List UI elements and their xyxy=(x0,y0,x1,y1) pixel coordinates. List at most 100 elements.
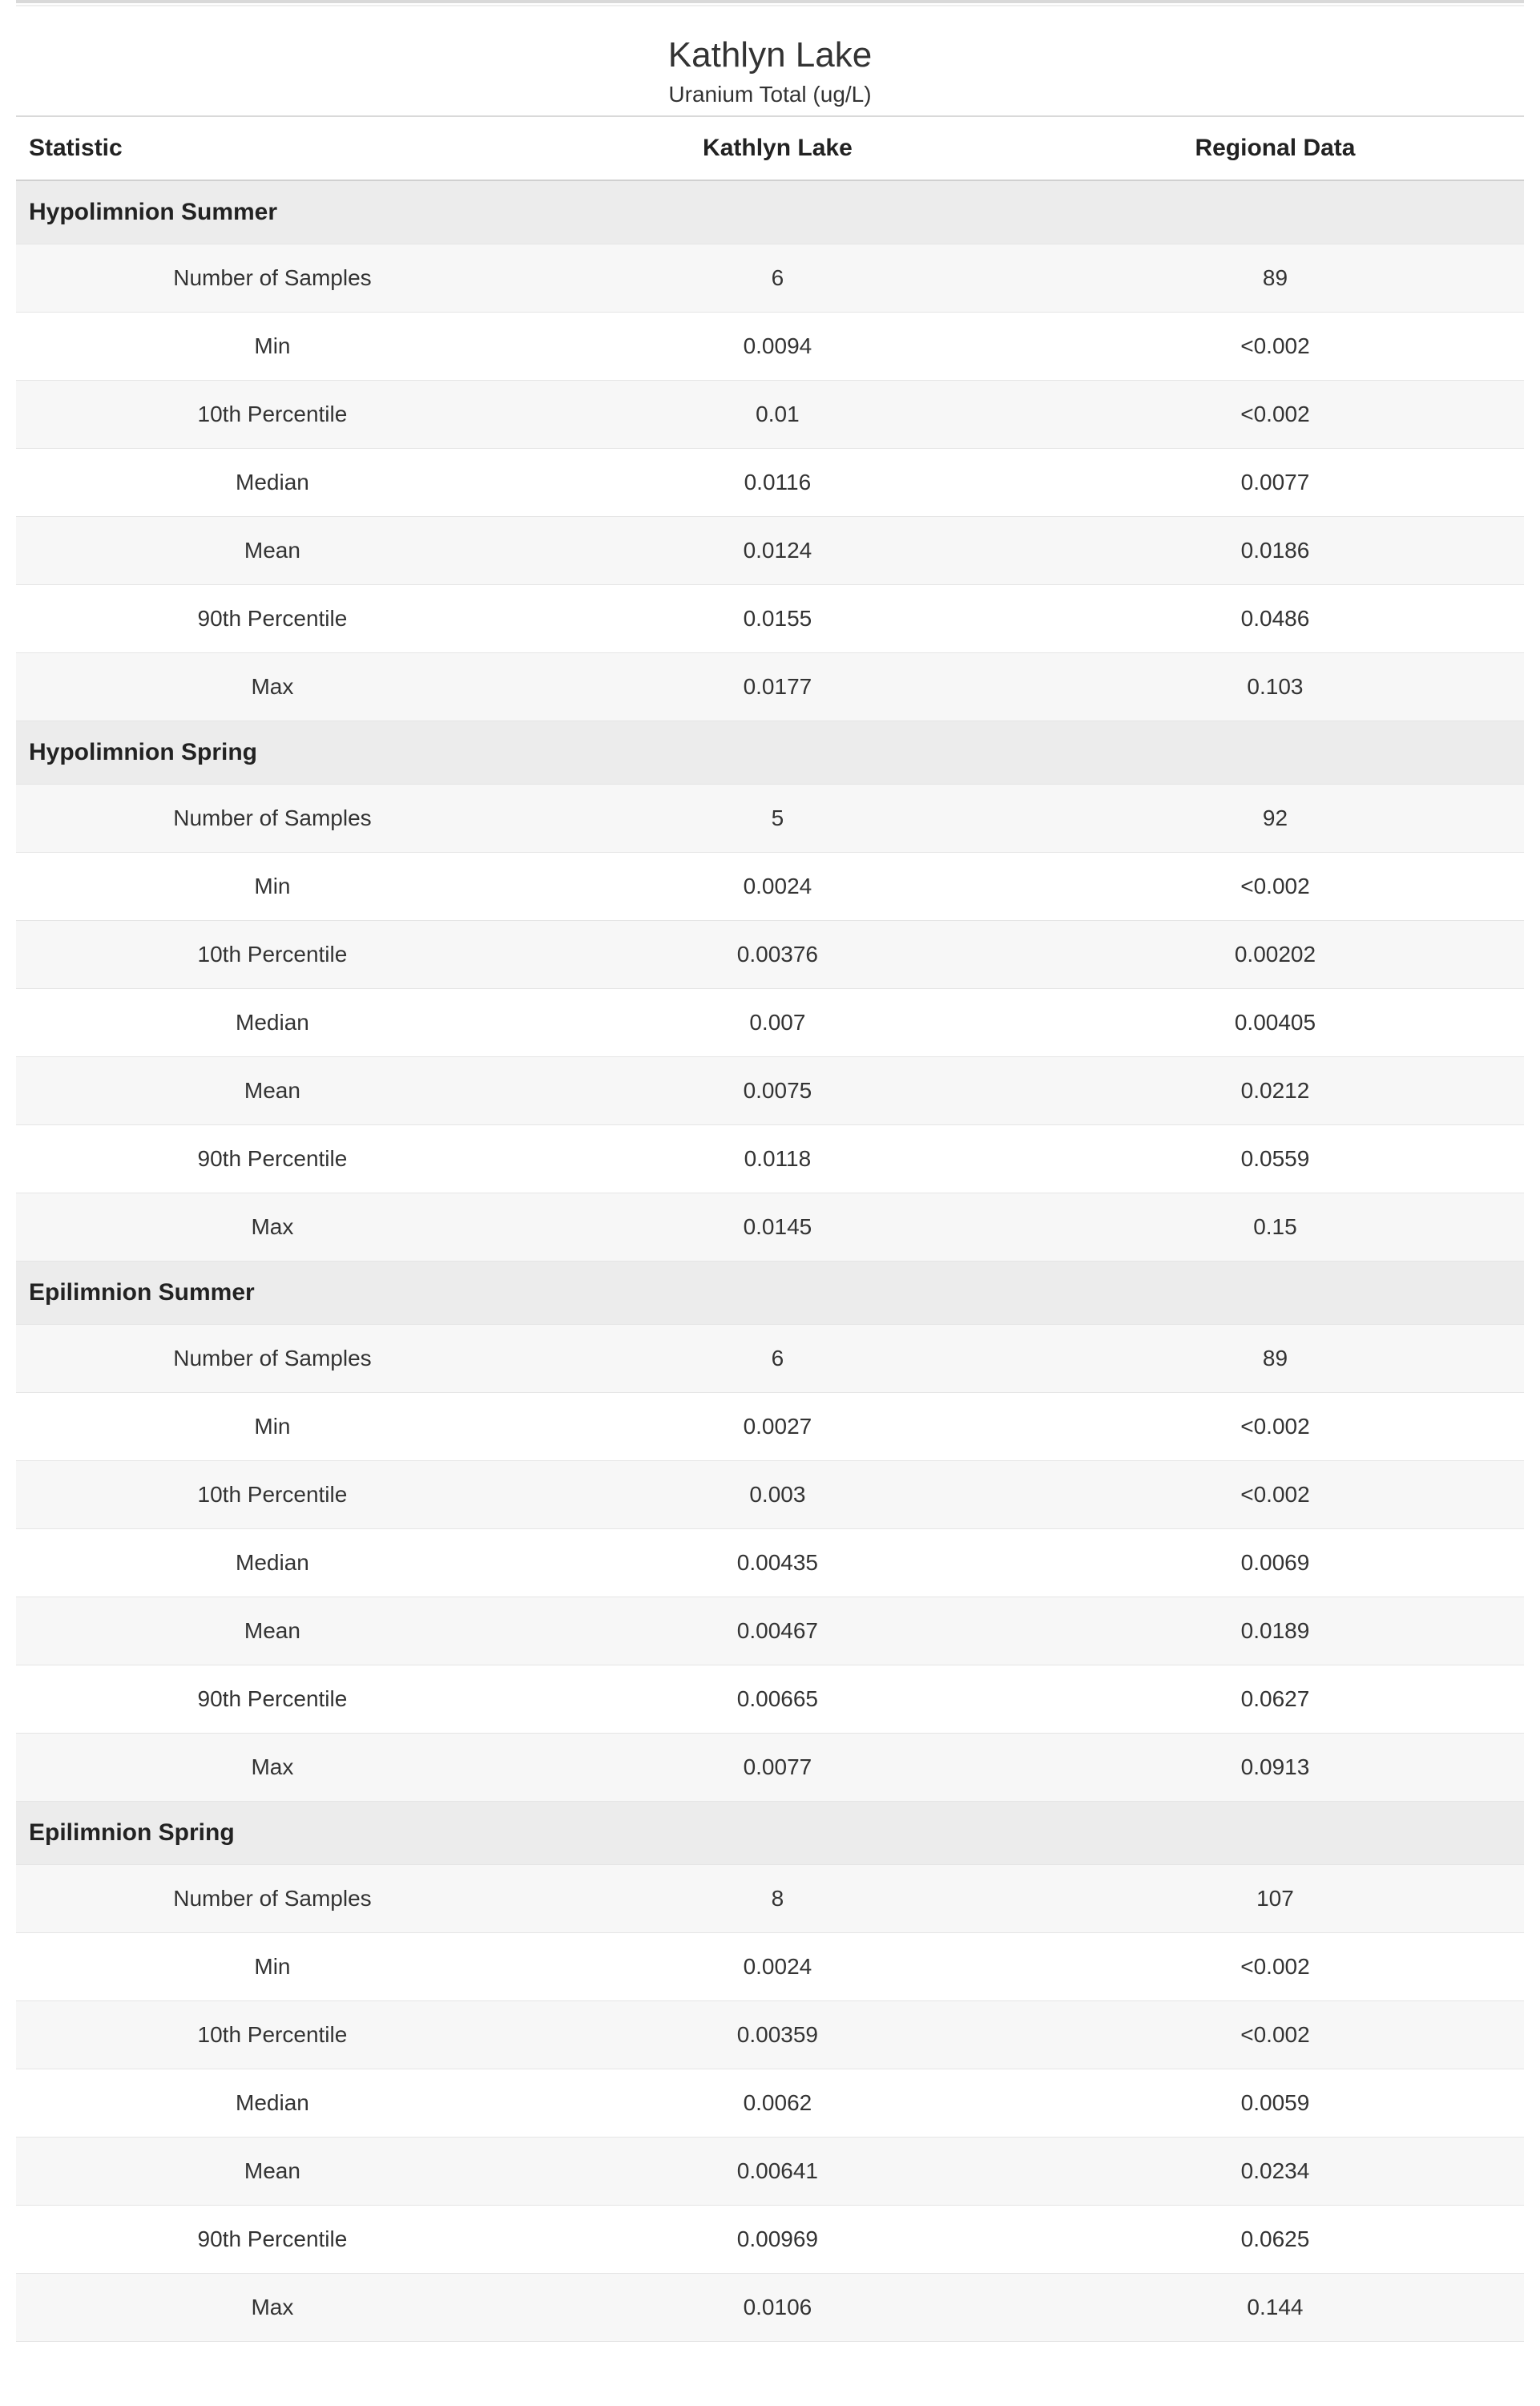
site-value: 0.00641 xyxy=(529,2138,1026,2206)
table-row: Median0.004350.0069 xyxy=(16,1529,1524,1597)
site-value: 0.0118 xyxy=(529,1125,1026,1193)
stat-label: 10th Percentile xyxy=(16,921,529,989)
stat-label: 90th Percentile xyxy=(16,1125,529,1193)
stat-label: 90th Percentile xyxy=(16,585,529,653)
stat-label: Max xyxy=(16,653,529,721)
regional-value: 0.144 xyxy=(1026,2274,1524,2342)
regional-value: 107 xyxy=(1026,1865,1524,1933)
regional-value: 0.0486 xyxy=(1026,585,1524,653)
site-value: 0.0124 xyxy=(529,517,1026,585)
regional-value: <0.002 xyxy=(1026,853,1524,921)
table-row: Median0.0070.00405 xyxy=(16,989,1524,1057)
regional-value: 89 xyxy=(1026,1325,1524,1393)
section-header-row: Hypolimnion Spring xyxy=(16,721,1524,785)
regional-value: 92 xyxy=(1026,785,1524,853)
table-row: Number of Samples689 xyxy=(16,1325,1524,1393)
site-value: 0.0145 xyxy=(529,1193,1026,1262)
table-section: Epilimnion SummerNumber of Samples689Min… xyxy=(16,1262,1524,1802)
regional-value: 0.0189 xyxy=(1026,1597,1524,1665)
regional-value: 89 xyxy=(1026,244,1524,313)
regional-value: <0.002 xyxy=(1026,381,1524,449)
regional-value: 0.103 xyxy=(1026,653,1524,721)
table-row: 10th Percentile0.003<0.002 xyxy=(16,1461,1524,1529)
stat-label: Min xyxy=(16,853,529,921)
section-header-label: Epilimnion Summer xyxy=(16,1262,1524,1325)
stat-label: 10th Percentile xyxy=(16,1461,529,1529)
site-value: 0.007 xyxy=(529,989,1026,1057)
stat-label: Max xyxy=(16,2274,529,2342)
regional-value: 0.0913 xyxy=(1026,1734,1524,1802)
regional-value: 0.0627 xyxy=(1026,1665,1524,1734)
table-row: Mean0.004670.0189 xyxy=(16,1597,1524,1665)
table-row: 90th Percentile0.009690.0625 xyxy=(16,2206,1524,2274)
section-header-label: Epilimnion Spring xyxy=(16,1802,1524,1865)
table-row: Median0.00620.0059 xyxy=(16,2069,1524,2138)
stat-label: Number of Samples xyxy=(16,785,529,853)
stat-label: Min xyxy=(16,313,529,381)
regional-value: <0.002 xyxy=(1026,2001,1524,2069)
regional-value: 0.00405 xyxy=(1026,989,1524,1057)
table-row: 90th Percentile0.006650.0627 xyxy=(16,1665,1524,1734)
site-value: 0.0106 xyxy=(529,2274,1026,2342)
site-value: 0.0177 xyxy=(529,653,1026,721)
regional-value: <0.002 xyxy=(1026,1393,1524,1461)
table-row: Mean0.006410.0234 xyxy=(16,2138,1524,2206)
regional-value: 0.0625 xyxy=(1026,2206,1524,2274)
stat-label: Number of Samples xyxy=(16,1865,529,1933)
site-value: 0.0062 xyxy=(529,2069,1026,2138)
table-row: Min0.0024<0.002 xyxy=(16,1933,1524,2001)
stat-label: Number of Samples xyxy=(16,1325,529,1393)
table-row: 10th Percentile0.00359<0.002 xyxy=(16,2001,1524,2069)
stat-label: 10th Percentile xyxy=(16,2001,529,2069)
regional-value: 0.0077 xyxy=(1026,449,1524,517)
table-row: Mean0.01240.0186 xyxy=(16,517,1524,585)
table-section: Hypolimnion SummerNumber of Samples689Mi… xyxy=(16,180,1524,721)
site-value: 6 xyxy=(529,1325,1026,1393)
stat-label: Max xyxy=(16,1734,529,1802)
table-row: Mean0.00750.0212 xyxy=(16,1057,1524,1125)
site-value: 0.0094 xyxy=(529,313,1026,381)
site-value: 0.01 xyxy=(529,381,1026,449)
regional-value: 0.0234 xyxy=(1026,2138,1524,2206)
table-row: Min0.0094<0.002 xyxy=(16,313,1524,381)
site-value: 0.00435 xyxy=(529,1529,1026,1597)
table-row: Max0.01060.144 xyxy=(16,2274,1524,2342)
stat-label: Median xyxy=(16,989,529,1057)
section-header-row: Epilimnion Summer xyxy=(16,1262,1524,1325)
table-row: Max0.01770.103 xyxy=(16,653,1524,721)
stat-label: Number of Samples xyxy=(16,244,529,313)
site-value: 8 xyxy=(529,1865,1026,1933)
site-value: 5 xyxy=(529,785,1026,853)
table-row: Max0.00770.0913 xyxy=(16,1734,1524,1802)
site-value: 0.0077 xyxy=(529,1734,1026,1802)
site-value: 0.0116 xyxy=(529,449,1026,517)
table-row: Median0.01160.0077 xyxy=(16,449,1524,517)
title-block: Kathlyn Lake Uranium Total (ug/L) xyxy=(16,19,1524,117)
report-page: Kathlyn Lake Uranium Total (ug/L) Statis… xyxy=(0,0,1540,2406)
stat-label: 90th Percentile xyxy=(16,1665,529,1734)
site-value: 0.0075 xyxy=(529,1057,1026,1125)
table-section: Epilimnion SpringNumber of Samples8107Mi… xyxy=(16,1802,1524,2342)
site-value: 0.0024 xyxy=(529,853,1026,921)
stat-label: Min xyxy=(16,1933,529,2001)
regional-value: <0.002 xyxy=(1026,313,1524,381)
site-value: 0.00376 xyxy=(529,921,1026,989)
regional-value: 0.0186 xyxy=(1026,517,1524,585)
stats-table: Statistic Kathlyn Lake Regional Data Hyp… xyxy=(16,117,1524,2342)
site-value: 0.0024 xyxy=(529,1933,1026,2001)
stat-label: Max xyxy=(16,1193,529,1262)
table-row: Number of Samples8107 xyxy=(16,1865,1524,1933)
site-value: 0.00665 xyxy=(529,1665,1026,1734)
regional-value: 0.00202 xyxy=(1026,921,1524,989)
page-title: Kathlyn Lake xyxy=(16,35,1524,75)
page-subtitle: Uranium Total (ug/L) xyxy=(16,82,1524,107)
table-row: Max0.01450.15 xyxy=(16,1193,1524,1262)
top-rule xyxy=(16,0,1524,6)
site-value: 0.00467 xyxy=(529,1597,1026,1665)
table-section: Hypolimnion SpringNumber of Samples592Mi… xyxy=(16,721,1524,1262)
section-header-label: Hypolimnion Summer xyxy=(16,180,1524,244)
col-header-regional: Regional Data xyxy=(1026,117,1524,180)
stat-label: Min xyxy=(16,1393,529,1461)
stat-label: Median xyxy=(16,1529,529,1597)
table-row: Min0.0024<0.002 xyxy=(16,853,1524,921)
